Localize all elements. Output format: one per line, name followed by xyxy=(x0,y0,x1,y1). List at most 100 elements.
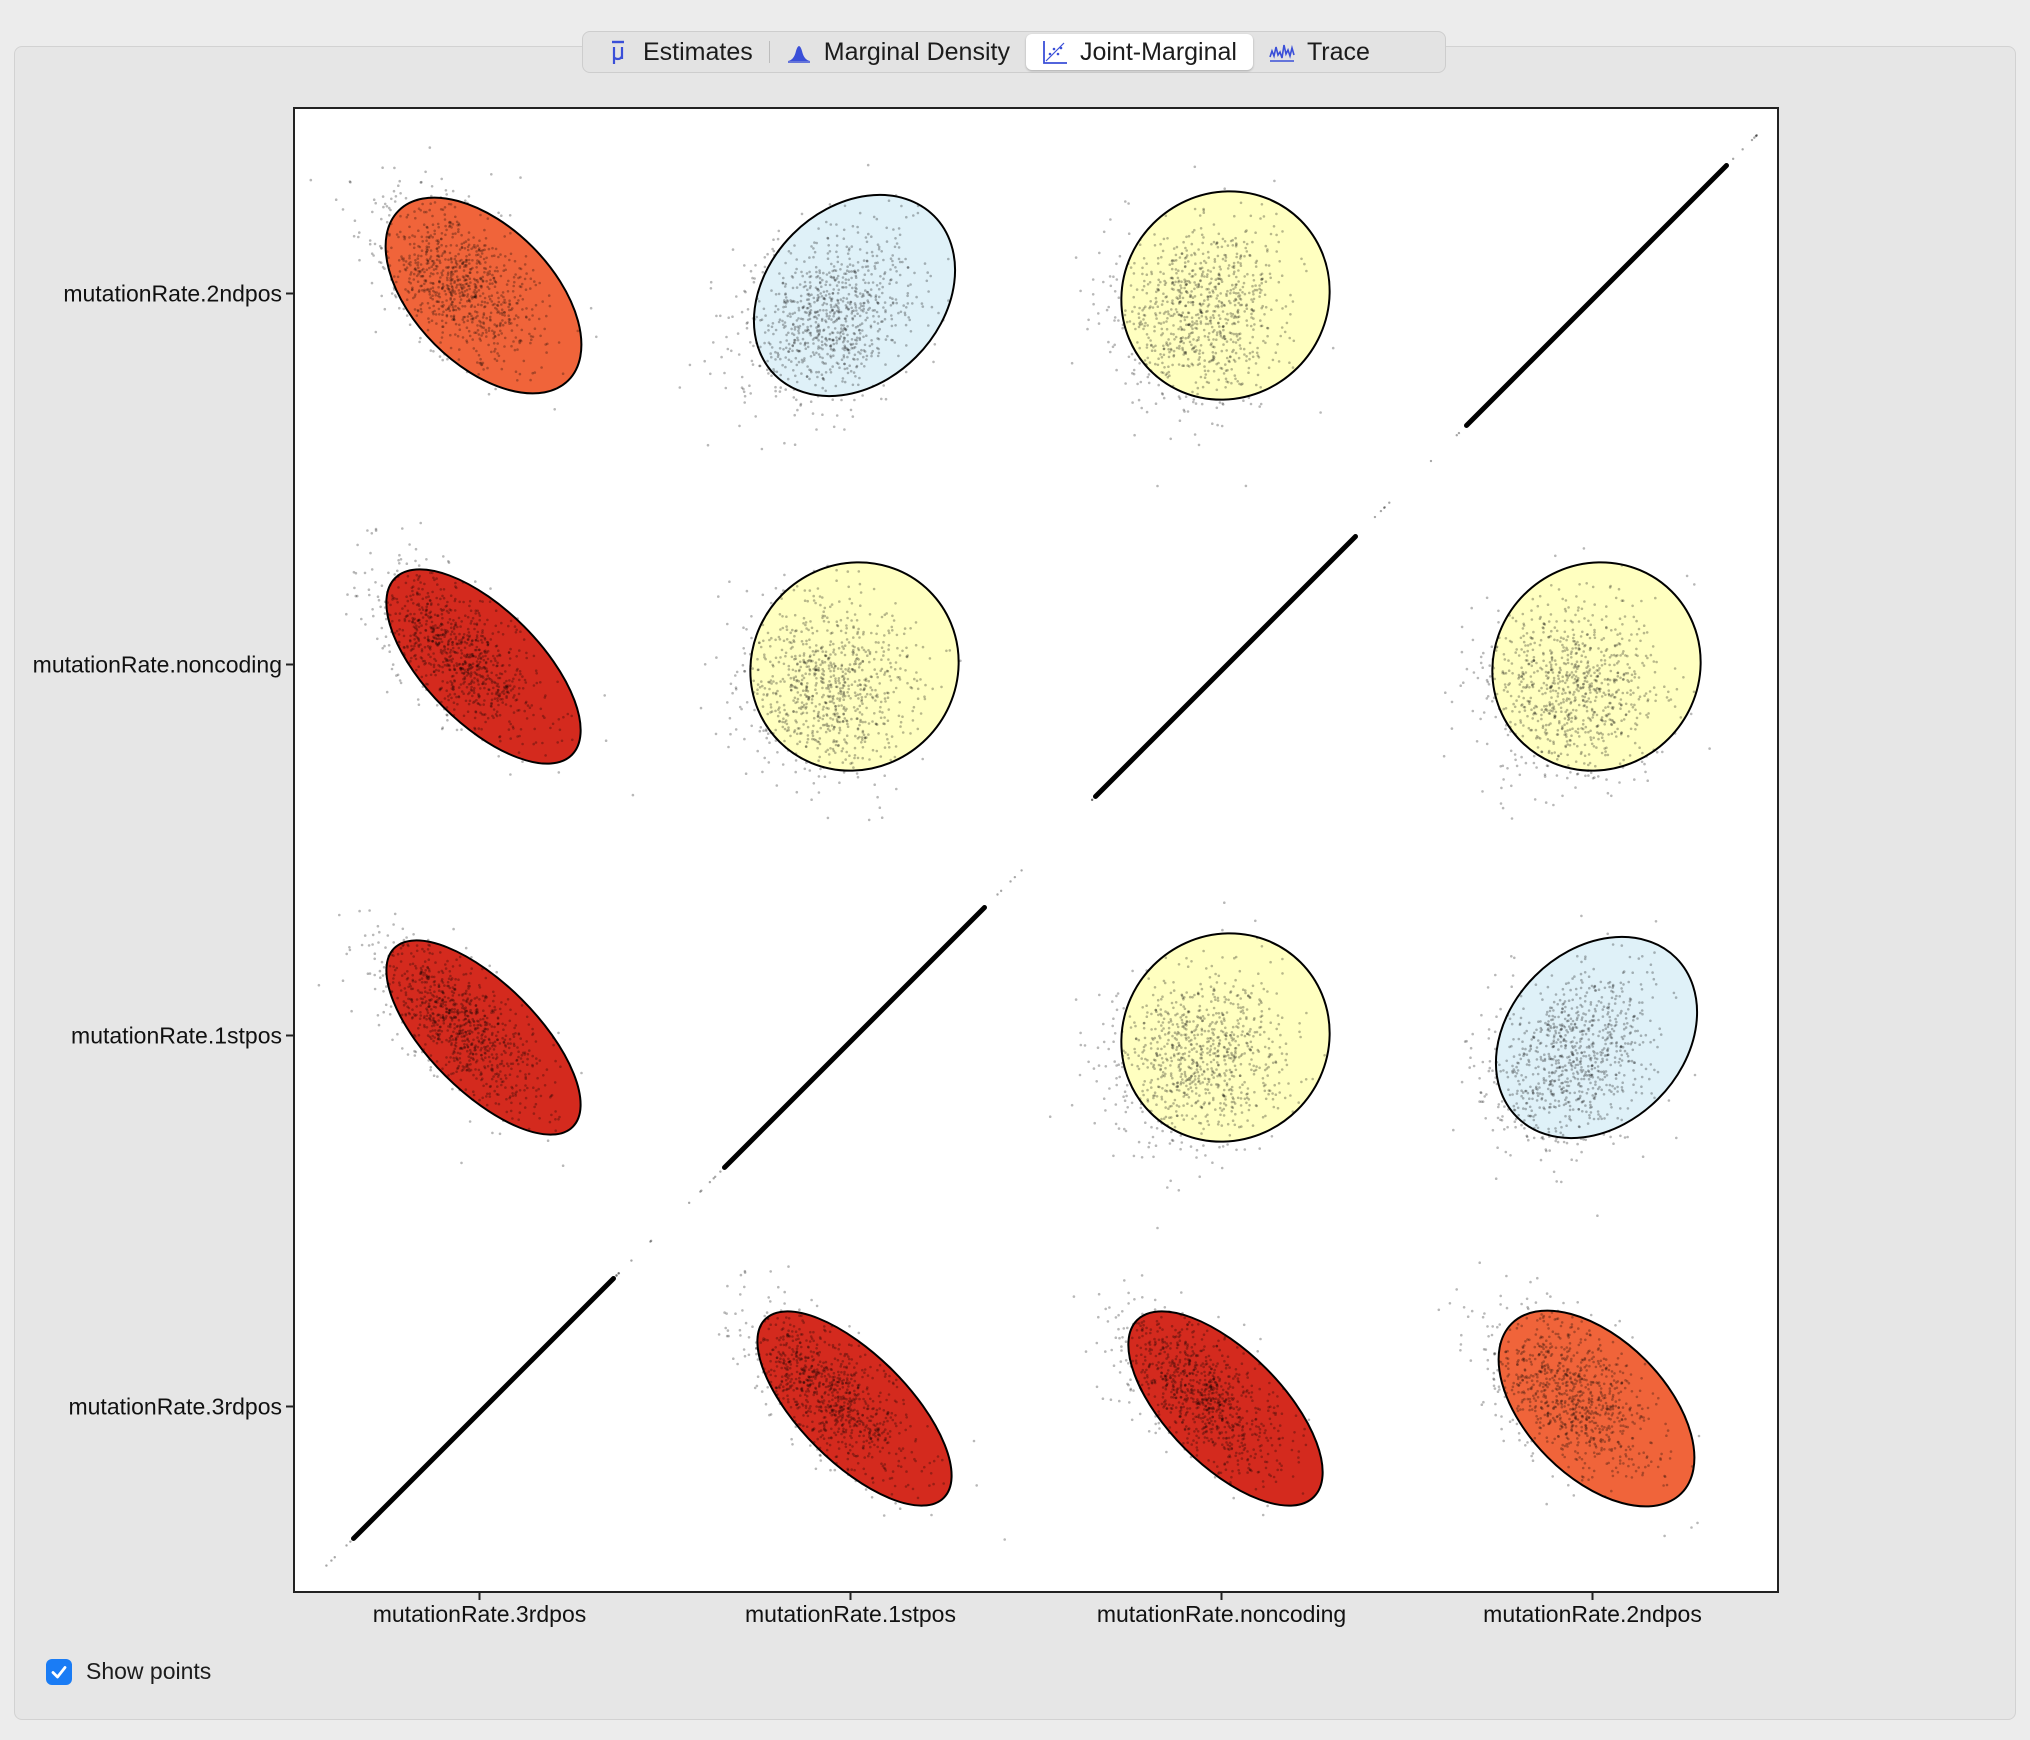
sample-point xyxy=(896,646,899,650)
sample-point xyxy=(373,242,377,246)
sample-point xyxy=(465,674,469,677)
sample-point xyxy=(731,248,735,251)
sample-point xyxy=(855,336,859,340)
sample-point xyxy=(1479,655,1483,659)
sample-point xyxy=(435,247,439,250)
sample-point xyxy=(1160,327,1164,331)
sample-point xyxy=(831,747,835,751)
sample-point xyxy=(835,284,839,287)
sample-point xyxy=(767,761,771,764)
sample-point xyxy=(821,650,824,653)
sample-point xyxy=(354,594,358,598)
sample-point xyxy=(449,303,453,306)
sample-point xyxy=(1185,283,1188,286)
sample-point xyxy=(1184,304,1188,308)
sample-point xyxy=(901,715,904,718)
sample-point xyxy=(849,697,852,700)
sample-point xyxy=(494,347,497,351)
sample-point xyxy=(883,774,886,777)
sample-point xyxy=(442,310,445,314)
sample-point xyxy=(358,231,361,234)
sample-point xyxy=(1243,310,1246,313)
sample-point xyxy=(743,670,747,673)
sample-point xyxy=(449,298,453,301)
sample-point xyxy=(1619,698,1623,701)
sample-point xyxy=(1611,707,1615,710)
tab-estimates[interactable]: Estimates xyxy=(589,34,769,70)
sample-point xyxy=(795,267,798,271)
sample-point xyxy=(423,582,426,586)
sample-point xyxy=(492,686,495,690)
sample-point xyxy=(516,667,519,671)
sample-point xyxy=(449,648,453,652)
tab-trace[interactable]: Trace xyxy=(1253,34,1386,70)
sample-point xyxy=(1191,327,1194,331)
sample-point xyxy=(805,375,809,378)
sample-point xyxy=(445,284,449,287)
tab-marginal-density[interactable]: Marginal Density xyxy=(770,34,1026,70)
sample-point xyxy=(828,203,832,206)
sample-point xyxy=(1143,359,1147,362)
sample-point xyxy=(477,657,480,660)
sample-point xyxy=(1132,295,1135,299)
sample-point xyxy=(490,300,494,303)
sample-point xyxy=(478,618,482,622)
sample-point xyxy=(492,663,495,667)
sample-point xyxy=(394,295,398,299)
sample-point xyxy=(484,328,488,332)
sample-point xyxy=(794,356,798,360)
sample-point xyxy=(837,317,841,321)
sample-point xyxy=(816,746,819,750)
sample-point xyxy=(769,352,772,355)
sample-point xyxy=(484,267,488,271)
sample-point xyxy=(907,316,910,319)
sample-point xyxy=(867,308,870,312)
sample-point xyxy=(1209,281,1213,285)
sample-point xyxy=(497,649,500,652)
sample-point xyxy=(398,306,401,310)
sample-point xyxy=(835,341,838,345)
sample-point xyxy=(479,213,482,217)
sample-point xyxy=(1178,347,1181,350)
sample-point xyxy=(425,268,429,272)
sample-point xyxy=(1303,262,1306,266)
sample-point xyxy=(882,277,885,281)
sample-point xyxy=(792,388,796,391)
sample-point xyxy=(544,343,547,346)
sample-point xyxy=(462,600,465,604)
sample-point xyxy=(1220,245,1224,249)
sample-point xyxy=(1123,313,1127,317)
sample-point xyxy=(436,222,440,226)
sample-point xyxy=(1197,358,1201,361)
sample-point xyxy=(817,759,820,762)
sample-point xyxy=(940,685,943,689)
sample-point xyxy=(794,759,798,762)
sample-point xyxy=(435,258,439,262)
cell-0-0 xyxy=(309,146,598,411)
sample-point xyxy=(865,251,869,255)
sample-point xyxy=(407,661,411,665)
sample-point xyxy=(1247,396,1251,400)
sample-point xyxy=(764,728,768,731)
sample-point xyxy=(1158,311,1162,315)
sample-point xyxy=(469,271,472,275)
sample-point xyxy=(473,627,476,631)
sample-point xyxy=(816,293,820,297)
sample-point xyxy=(882,722,885,725)
sample-point xyxy=(456,279,460,282)
sample-point xyxy=(352,570,356,574)
sample-point xyxy=(430,319,434,323)
sample-point xyxy=(841,276,845,279)
sample-point xyxy=(1168,350,1171,354)
sample-point xyxy=(767,341,771,345)
sample-point xyxy=(805,702,808,706)
sample-point xyxy=(834,751,837,755)
sample-point xyxy=(451,657,455,661)
tab-joint-marginal[interactable]: Joint-Marginal xyxy=(1025,34,1253,70)
sample-point xyxy=(886,669,890,673)
sample-point xyxy=(402,263,406,267)
sample-point xyxy=(445,658,449,662)
sample-point xyxy=(855,342,858,346)
sample-point xyxy=(883,746,887,749)
sample-point xyxy=(1203,376,1207,380)
